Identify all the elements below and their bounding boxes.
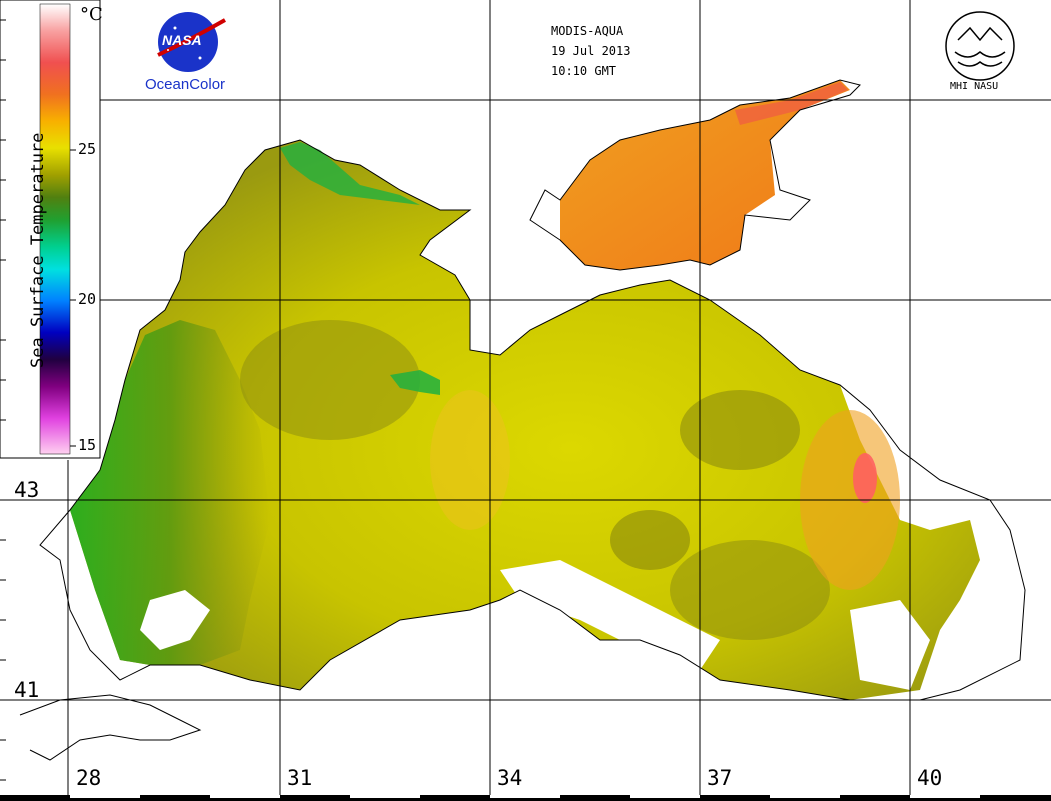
eddy-east: [680, 390, 800, 470]
nasa-logo-text: NASA: [162, 32, 202, 48]
azov-hot-strip: [735, 82, 848, 125]
colorbar-tick-15: 15: [78, 436, 97, 454]
mhi-nasu-logo: [945, 11, 1015, 81]
sea-of-azov-sst: [560, 80, 850, 270]
time-label: 10:10 GMT: [551, 64, 617, 78]
latitude-label-43: 43: [14, 478, 40, 502]
turkey-coast-west: [19, 694, 202, 761]
eddy-southeast: [670, 540, 830, 640]
crimea-upwelling: [390, 370, 440, 395]
oceancolor-label: OceanColor: [145, 76, 226, 93]
bottom-scale: [0, 795, 1051, 801]
colorbar-tick-25: 25: [78, 140, 97, 158]
latitude-label-41: 41: [14, 678, 40, 702]
left-ruler: [0, 19, 6, 781]
colorbar-unit: °C: [80, 4, 103, 25]
hot-spot: [853, 453, 877, 503]
eddy-central: [240, 320, 420, 440]
warm-zone-center: [430, 390, 510, 530]
azov-coastline: [529, 79, 861, 271]
coastline: [39, 139, 1026, 701]
longitude-label-40: 40: [917, 766, 943, 790]
date-label: 19 Jul 2013: [551, 44, 631, 58]
cloud-south: [500, 560, 720, 670]
longitude-label-34: 34: [497, 766, 523, 790]
western-cool-water: [70, 320, 270, 665]
longitude-label-37: 37: [707, 766, 733, 790]
longitude-label-31: 31: [287, 766, 313, 790]
colorbar: [39, 3, 71, 455]
colorbar-tick-marks: [70, 149, 76, 447]
nasa-logo: [157, 12, 226, 72]
eddy-south: [610, 510, 690, 570]
colorbar-tick-20: 20: [78, 290, 97, 308]
cloud-west: [140, 590, 210, 650]
longitude-label-28: 28: [76, 766, 102, 790]
colorbar-title: Sea Surface Temperature: [28, 132, 48, 368]
northwest-upwelling: [280, 142, 420, 205]
mhi-nasu-label: MHI NASU: [950, 81, 999, 92]
sensor-label: MODIS-AQUA: [551, 24, 624, 38]
